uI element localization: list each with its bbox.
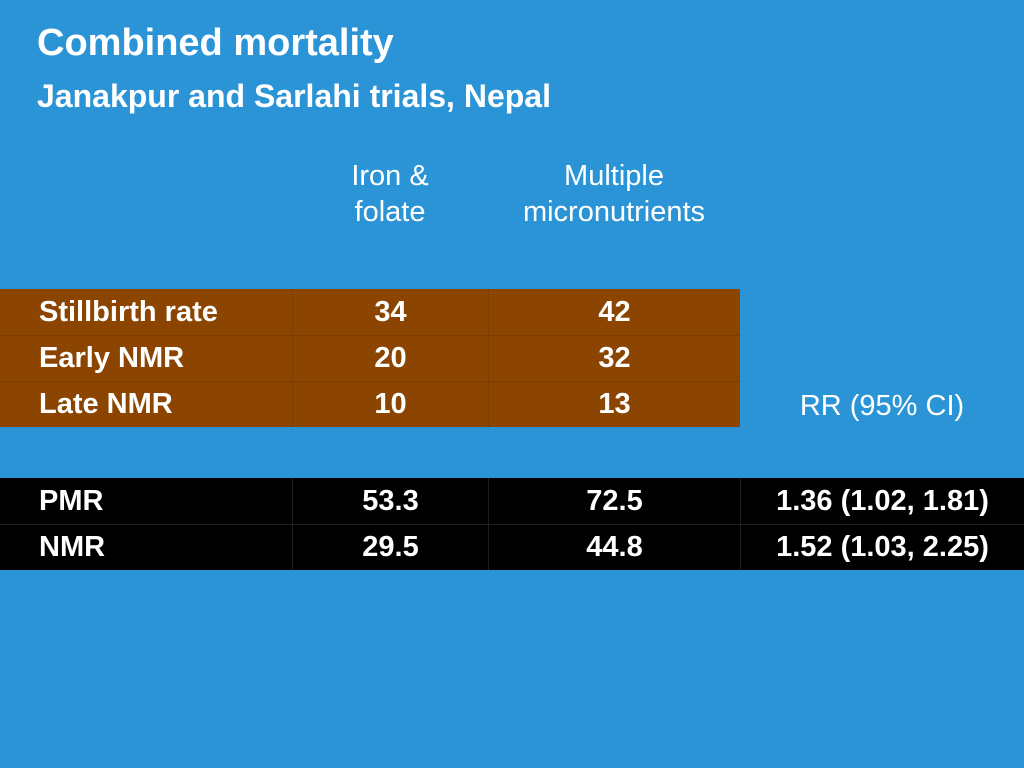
header-iron-folate: Iron & folate <box>292 158 488 230</box>
iron-folate-value: 53.3 <box>292 478 488 524</box>
micronutrients-value: 44.8 <box>488 524 740 570</box>
header-micronutrients-line-1: Multiple <box>564 160 664 192</box>
table-row: Early NMR 20 32 <box>0 335 740 381</box>
iron-folate-value: 10 <box>292 381 488 427</box>
table-row: PMR 53.3 72.5 1.36 (1.02, 1.81) <box>0 478 1024 524</box>
micronutrients-value: 32 <box>488 335 740 381</box>
header-rr: RR (95% CI) <box>799 390 965 422</box>
header-iron-folate-line-2: folate <box>354 196 426 228</box>
iron-folate-value: 34 <box>292 289 488 335</box>
header-iron-folate-line-1: Iron & <box>351 160 429 192</box>
row-label: Stillbirth rate <box>0 289 292 335</box>
slide-subtitle: Janakpur and Sarlahi trials, Nepal <box>37 78 551 114</box>
mortality-table: PMR 53.3 72.5 1.36 (1.02, 1.81) NMR 29.5… <box>0 478 1024 570</box>
row-label: Early NMR <box>0 335 292 381</box>
header-micronutrients-line-2: micronutrients <box>522 196 706 228</box>
micronutrients-value: 72.5 <box>488 478 740 524</box>
iron-folate-value: 29.5 <box>292 524 488 570</box>
slide-title: Combined mortality <box>37 22 394 64</box>
row-label: PMR <box>0 478 292 524</box>
row-label: Late NMR <box>0 381 292 427</box>
rr-value: 1.52 (1.03, 2.25) <box>740 524 1024 570</box>
row-label: NMR <box>0 524 292 570</box>
rates-table: Stillbirth rate 34 42 Early NMR 20 32 La… <box>0 289 740 427</box>
micronutrients-value: 13 <box>488 381 740 427</box>
header-multiple-micronutrients: Multiple micronutrients <box>488 158 740 230</box>
table-row: Late NMR 10 13 <box>0 381 740 427</box>
table-row: NMR 29.5 44.8 1.52 (1.03, 2.25) <box>0 524 1024 570</box>
rr-value: 1.36 (1.02, 1.81) <box>740 478 1024 524</box>
iron-folate-value: 20 <box>292 335 488 381</box>
micronutrients-value: 42 <box>488 289 740 335</box>
table-row: Stillbirth rate 34 42 <box>0 289 740 335</box>
